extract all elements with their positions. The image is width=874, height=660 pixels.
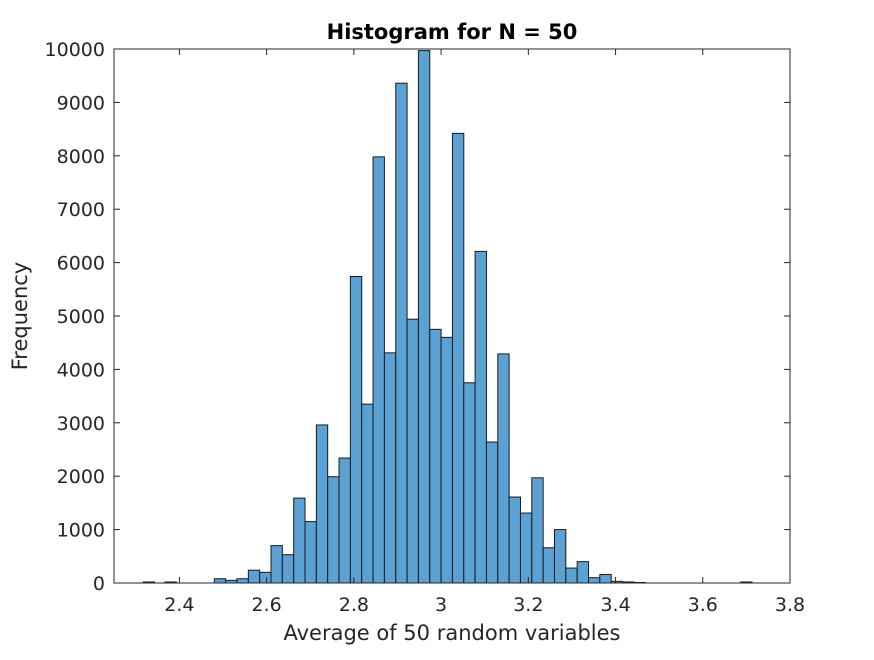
histogram-bar-30: [542, 547, 555, 584]
histogram-bar-29: [531, 477, 544, 584]
histogram-bar-4: [247, 569, 261, 584]
axes-group: 2.4 2.6 2.8 3 3.2 3.4 3.6 3.8 0 1000 2000 3000 4000 5…: [45, 39, 806, 616]
y-tick-label: 8000: [57, 146, 105, 168]
histogram-bar-24: [474, 250, 487, 584]
y-axis-label: Frequency: [8, 262, 32, 371]
histogram-bar-3: [236, 578, 249, 584]
histogram-bar-22: [451, 132, 465, 584]
histogram-bar-6: [270, 545, 283, 584]
histogram-bar-13: [349, 275, 363, 584]
histogram-bar-25: [485, 441, 499, 584]
histogram-bar-26: [497, 353, 510, 584]
x-tick-label: 3.8: [775, 594, 805, 616]
x-tick-label: 3: [435, 594, 447, 616]
y-tick-label: 9000: [57, 92, 105, 114]
y-tick-label: 10000: [45, 39, 105, 61]
histogram-bar-9: [304, 521, 317, 584]
y-tick-label: 2000: [57, 466, 105, 488]
histogram-bar-31: [553, 529, 567, 584]
x-axis-label: Average of 50 random variables: [283, 621, 620, 645]
histogram-bar-32: [565, 567, 578, 584]
histogram-bar-18: [406, 318, 419, 584]
histogram-bar-14: [361, 403, 374, 584]
x-tick-label: 2.6: [252, 594, 282, 616]
y-tick-label: 1000: [57, 520, 105, 542]
histogram-bar-28: [519, 512, 533, 584]
histogram-bar-16: [383, 352, 397, 584]
histogram-bar-5: [259, 571, 272, 584]
y-tick-label: 0: [93, 573, 105, 595]
histogram-bar-35: [599, 573, 612, 584]
histogram-bar-21: [440, 336, 453, 584]
bars-group: [142, 50, 753, 584]
histogram-bar-34: [588, 577, 601, 584]
histogram-bar-12: [338, 457, 351, 584]
histogram-bar-15: [372, 156, 385, 584]
histogram-bar-23: [463, 382, 476, 584]
chart-title: Histogram for N = 50: [327, 20, 578, 44]
histogram-bar-10: [315, 424, 329, 584]
x-tick-label: 3.2: [513, 594, 543, 616]
histogram-bar-11: [327, 476, 340, 584]
histogram-bar-27: [508, 496, 521, 584]
histogram-bar-1: [213, 578, 227, 584]
y-tick-label: 3000: [57, 413, 105, 435]
x-tick-label: 2.4: [164, 594, 194, 616]
y-tick-label: 6000: [57, 253, 105, 275]
y-tick-label: 4000: [57, 359, 105, 381]
x-tick-label: 3.6: [688, 594, 718, 616]
histogram-bar-8: [293, 497, 306, 584]
y-tick-label: 5000: [57, 306, 105, 328]
histogram-bar-7: [281, 554, 295, 584]
histogram-bar-17: [395, 82, 408, 584]
x-tick-label: 3.4: [600, 594, 630, 616]
histogram-bar-19: [417, 50, 431, 584]
histogram-bar-33: [576, 561, 590, 584]
y-tick-label: 7000: [57, 199, 105, 221]
x-tick-label: 2.8: [339, 594, 369, 616]
histogram-bar-20: [429, 328, 442, 584]
